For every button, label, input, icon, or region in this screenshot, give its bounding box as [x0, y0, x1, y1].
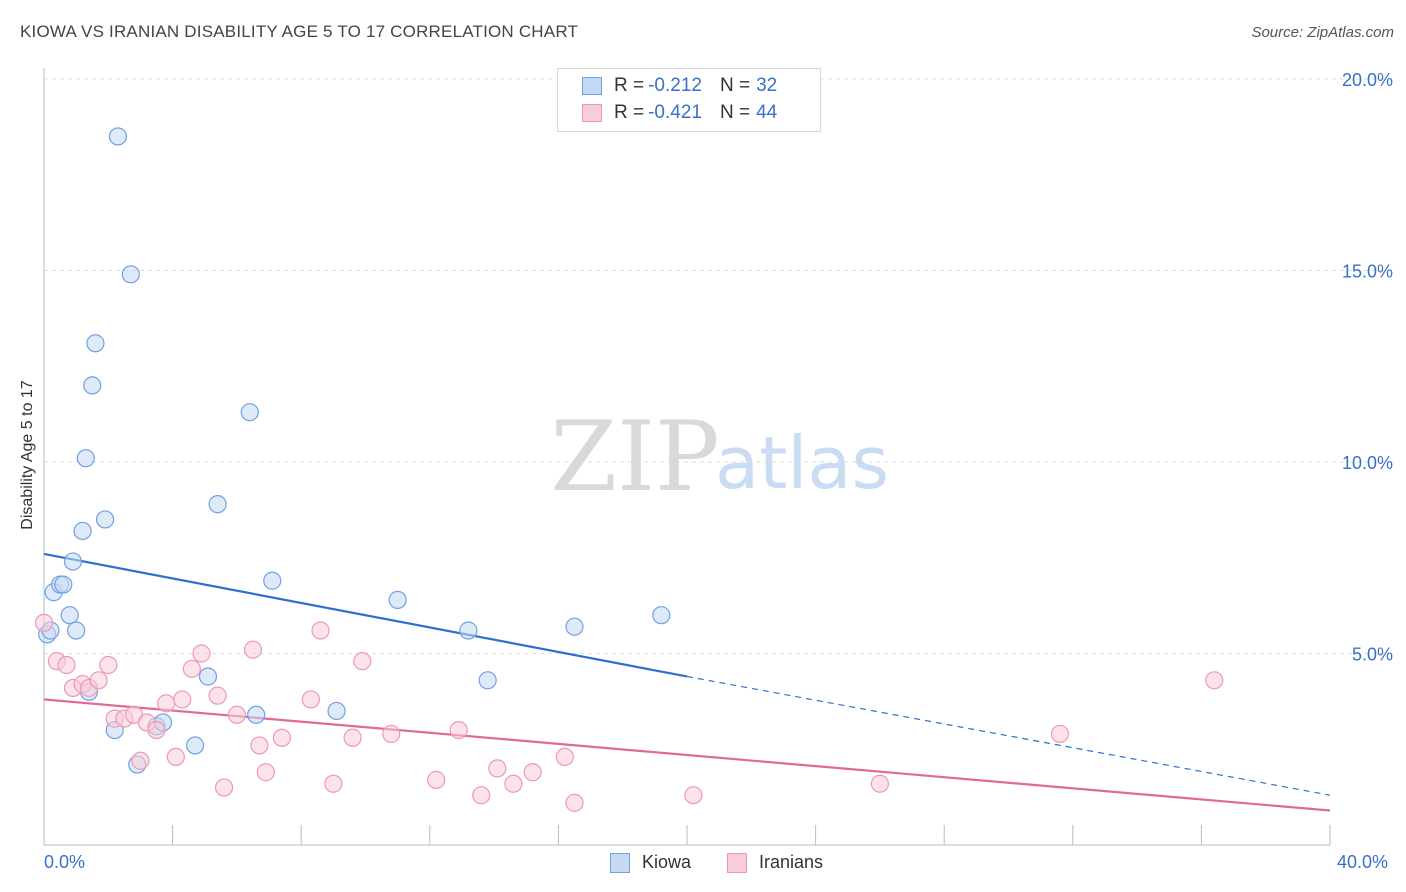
data-point-iranians — [182, 659, 201, 678]
data-point-iranians — [227, 705, 246, 724]
data-point-kiowa — [263, 571, 282, 590]
data-point-iranians — [324, 774, 343, 793]
legend-n-label: N = — [719, 102, 751, 123]
series-label-kiowa: Kiowa — [642, 852, 692, 872]
correlation-legend: R = -0.212 N = 32 R = -0.421 N = 44 — [557, 68, 821, 132]
watermark-atlas: atlas — [715, 421, 889, 505]
watermark: ZIP atlas — [550, 401, 889, 513]
trend-extension-kiowa — [686, 675, 1331, 796]
data-point-kiowa — [240, 403, 259, 422]
legend-row-kiowa: R = -0.212 N = 32 — [582, 74, 777, 98]
data-point-kiowa — [388, 590, 407, 609]
data-point-kiowa — [95, 510, 115, 529]
y-tick-label: 10.0% — [1342, 453, 1393, 473]
data-point-iranians — [89, 671, 108, 690]
data-point-kiowa — [86, 334, 105, 353]
legend-n-value: 44 — [756, 102, 778, 123]
y-tick-label: 20.0% — [1342, 70, 1393, 90]
data-point-iranians — [208, 686, 227, 705]
data-point-kiowa — [327, 701, 346, 721]
series-swatch-kiowa — [610, 852, 630, 873]
legend-r-value: -0.212 — [648, 75, 702, 96]
series-label-iranians: Iranians — [759, 852, 824, 872]
data-point-iranians — [99, 655, 118, 675]
data-point-iranians — [256, 763, 275, 782]
data-point-iranians — [214, 778, 234, 797]
data-point-iranians — [488, 759, 507, 778]
data-point-iranians — [147, 720, 166, 740]
data-point-iranians — [301, 690, 320, 709]
data-point-iranians — [192, 644, 211, 663]
legend-swatch-kiowa — [582, 77, 602, 95]
data-point-iranians — [157, 694, 176, 713]
data-point-iranians — [565, 793, 584, 812]
data-point-iranians — [57, 655, 76, 675]
data-point-iranians — [523, 763, 542, 782]
series-legend-iranians[interactable]: Iranians — [727, 852, 823, 873]
series-swatch-iranians — [727, 852, 747, 873]
data-point-iranians — [449, 720, 468, 740]
gridlines — [44, 78, 1392, 654]
data-point-kiowa — [60, 606, 79, 625]
data-point-iranians — [870, 774, 890, 793]
chart-title: KIOWA VS IRANIAN DISABILITY AGE 5 TO 17 … — [20, 22, 579, 41]
data-point-kiowa — [121, 265, 140, 284]
data-point-kiowa — [83, 376, 102, 395]
data-point-iranians — [684, 786, 703, 805]
data-point-kiowa — [247, 705, 266, 724]
data-point-kiowa — [54, 575, 73, 594]
trend-line-kiowa — [43, 552, 688, 678]
data-point-iranians — [1205, 671, 1224, 690]
watermark-zip: ZIP — [550, 401, 719, 513]
axes — [43, 68, 1331, 846]
legend-r-value: -0.421 — [648, 102, 702, 123]
data-point-iranians — [311, 621, 330, 640]
data-point-iranians — [1050, 724, 1070, 744]
data-point-kiowa — [198, 667, 218, 686]
data-point-kiowa — [565, 617, 584, 636]
data-point-iranians — [382, 724, 401, 744]
data-point-iranians — [166, 747, 185, 767]
legend-r-label: R = — [614, 75, 645, 96]
y-tick-label: 5.0% — [1352, 645, 1393, 665]
data-point-iranians — [504, 774, 523, 793]
y-tick-label: 15.0% — [1342, 262, 1393, 282]
data-point-kiowa — [76, 449, 95, 468]
data-point-kiowa — [478, 671, 497, 690]
legend-swatch-iranians — [582, 104, 602, 122]
data-point-kiowa — [63, 552, 83, 571]
data-point-iranians — [173, 690, 192, 709]
legend-n-label: N = — [719, 75, 751, 96]
data-point-kiowa — [73, 521, 92, 541]
trend-lines — [43, 552, 1331, 812]
series-legend-kiowa[interactable]: Kiowa — [610, 852, 691, 873]
data-point-iranians — [427, 770, 446, 789]
data-point-iranians — [250, 736, 269, 755]
data-point-iranians — [243, 640, 263, 659]
legend-r-label: R = — [614, 102, 645, 123]
y-tick-labels: 5.0% 10.0% 15.0% 20.0% — [1342, 70, 1393, 665]
data-point-iranians — [343, 728, 362, 747]
data-point-kiowa — [459, 621, 478, 640]
data-point-iranians — [555, 747, 574, 767]
data-point-kiowa — [108, 127, 128, 146]
data-point-iranians — [34, 613, 54, 632]
data-point-kiowa — [67, 621, 86, 640]
data-point-kiowa — [186, 736, 205, 755]
data-point-kiowa — [208, 495, 227, 514]
x-axis-max-label: 40.0% — [1337, 852, 1389, 872]
data-points — [34, 127, 1224, 812]
data-point-iranians — [272, 728, 292, 747]
data-point-iranians — [472, 786, 491, 805]
legend-n-value: 32 — [756, 75, 778, 96]
data-point-kiowa — [652, 606, 671, 625]
legend-row-iranians: R = -0.421 N = 44 — [582, 101, 777, 125]
source-label: Source: ZipAtlas.com — [1251, 24, 1394, 41]
data-point-iranians — [131, 751, 150, 770]
x-axis-min-label: 0.0% — [44, 852, 86, 872]
data-point-iranians — [353, 652, 372, 671]
